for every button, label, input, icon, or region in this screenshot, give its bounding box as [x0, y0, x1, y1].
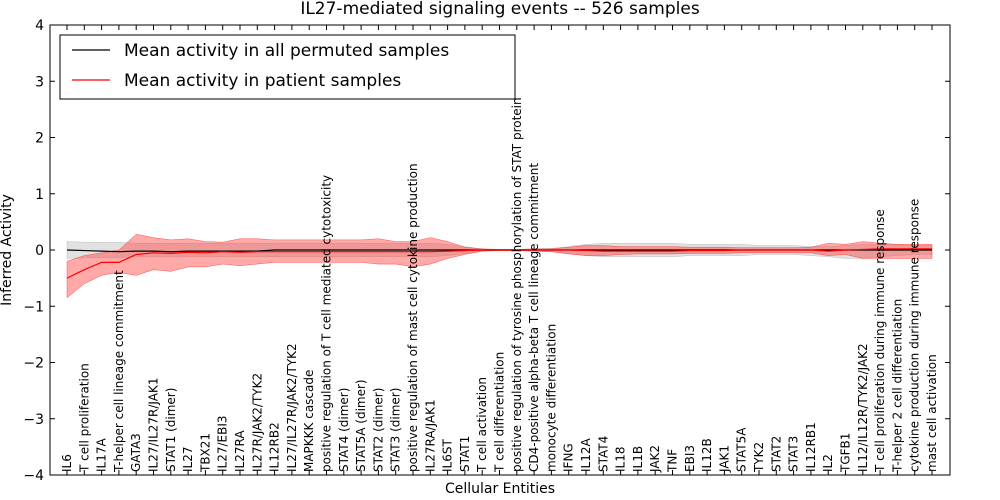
x-tick-label: IL27/IL27R/JAK1 [147, 378, 161, 472]
x-tick-label: MAPKKK cascade [302, 370, 316, 472]
x-tick-label: IL12RB1 [804, 422, 818, 472]
x-tick-label: mast cell activation [925, 354, 939, 472]
y-tick-label: 1 [35, 187, 44, 203]
x-tick-label: STAT4 [596, 436, 610, 472]
x-tick-label: IL6ST [441, 439, 455, 472]
legend-box [59, 34, 516, 100]
x-tick-label: T-helper 2 cell differentiation [890, 299, 904, 473]
y-tick-label: 2 [35, 131, 44, 147]
legend-label: Mean activity in patient samples [124, 71, 401, 91]
y-tick-label: 0 [35, 243, 44, 259]
y-tick-label: 4 [35, 18, 44, 34]
x-tick-label: positive regulation of T cell mediated c… [320, 175, 334, 472]
x-tick-label: IL18 [614, 447, 628, 473]
x-tick-label: IL27RA/JAK1 [423, 399, 437, 472]
x-tick-label: TNF [666, 449, 680, 473]
y-tick-label: 3 [35, 74, 44, 90]
x-tick-label: T cell differentiation [493, 352, 507, 473]
x-tick-label: TYK2 [752, 442, 766, 473]
line-series-1 [66, 248, 932, 279]
x-axis-label: Cellular Entities [445, 481, 555, 497]
x-tick-label: IL27RA [233, 430, 247, 472]
x-tick-label: T cell activation [475, 377, 489, 473]
x-tick-label: T cell proliferation [77, 363, 91, 473]
x-tick-label: IL27 [181, 447, 195, 473]
x-tick-label: IL27/EBI3 [216, 415, 230, 472]
x-tick-label: monocyte differentiation [544, 324, 558, 472]
band-series-1 [66, 233, 933, 299]
x-tick-label: TBX21 [198, 433, 212, 473]
x-tick-label: positive regulation of mast cell cytokin… [406, 163, 420, 472]
x-tick-label: JAK2 [648, 445, 662, 473]
y-tick-label: −3 [23, 412, 44, 428]
x-tick-label: IL17A [95, 438, 109, 472]
legend: Mean activity in all permuted samples Mea… [59, 34, 516, 100]
x-tick-label: GATA3 [129, 433, 143, 472]
x-tick-label: EBI3 [683, 445, 697, 472]
confidence-bands [66, 233, 933, 299]
chart-title: IL27-mediated signaling events -- 526 sa… [300, 0, 700, 19]
y-axis-label: Inferred Activity [0, 194, 15, 306]
x-tick-label: STAT1 (dimer) [164, 388, 178, 472]
x-tick-label: IL12B [700, 438, 714, 472]
x-tick-label: TGFB1 [839, 433, 853, 473]
y-tick-label: −1 [23, 299, 44, 315]
legend-label: Mean activity in all permuted samples [124, 41, 449, 61]
x-tick-label: STAT4 (dimer) [337, 388, 351, 472]
x-tick-label: STAT2 [769, 436, 783, 472]
x-tick-label: T-helper cell lineage commitment [112, 270, 126, 473]
x-tick-label: IL12A [579, 438, 593, 472]
x-tick-label: STAT3 [787, 436, 801, 472]
x-axis: IL6 T cell proliferation IL17A T-helper cel… [60, 25, 939, 475]
y-tick-label: −4 [23, 468, 44, 484]
x-tick-label: STAT1 [458, 436, 472, 472]
x-tick-label: JAK1 [717, 445, 731, 473]
y-tick-label: −2 [23, 356, 44, 372]
x-tick-label: STAT5A [735, 427, 749, 472]
x-tick-label: IL27R/JAK2/TYK2 [250, 373, 264, 472]
x-tick-label: IFNG [562, 443, 576, 472]
x-tick-label: IL27/IL27R/JAK2/TYK2 [285, 343, 299, 472]
x-tick-label: STAT5A (dimer) [354, 379, 368, 472]
x-tick-label: positive regulation of tyrosine phosphor… [510, 97, 524, 472]
x-tick-label: cytokine production during immune respon… [908, 199, 922, 472]
x-tick-label: IL12/IL12R/TYK2/JAK2 [856, 343, 870, 472]
series-lines [66, 248, 932, 279]
x-tick-label: IL1B [631, 446, 645, 472]
x-tick-label: IL2 [821, 454, 835, 472]
x-tick-label: STAT3 (dimer) [389, 388, 403, 472]
x-tick-label: CD4-positive alpha-beta T cell lineage c… [527, 163, 541, 472]
y-axis: −4 −3 −2 −1 0 1 2 3 4 [23, 18, 950, 484]
x-tick-label: T cell proliferation during immune respo… [873, 209, 887, 473]
x-tick-label: IL6 [60, 454, 74, 472]
x-tick-label: STAT2 (dimer) [371, 388, 385, 472]
x-tick-label: IL12RB2 [268, 422, 282, 472]
